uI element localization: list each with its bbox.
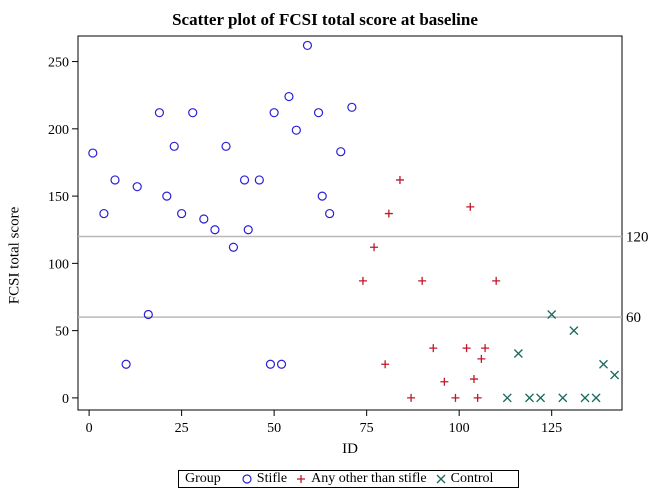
data-point-plus-15 [481, 344, 490, 353]
data-point-plus-7 [429, 344, 438, 353]
data-point-circle-14 [228, 242, 239, 252]
data-point-circle-9 [177, 208, 187, 219]
legend: Group Stifle Any other than stifle Contr… [178, 470, 519, 488]
data-point-x-9 [599, 359, 608, 369]
data-point-plus-10 [462, 344, 471, 353]
data-point-x-4 [547, 310, 557, 319]
data-point-circle-17 [254, 175, 264, 185]
x-tick-label: 100 [449, 421, 470, 436]
data-point-plus-4 [395, 175, 404, 184]
x-tick-label: 25 [175, 421, 189, 436]
y-tick-label: 200 [48, 123, 69, 138]
data-point-x-0 [502, 393, 512, 403]
data-point-x-6 [569, 326, 579, 336]
data-point-plus-0 [358, 276, 367, 285]
data-point-circle-24 [313, 108, 324, 118]
data-point-circle-8 [169, 141, 179, 151]
data-point-x-10 [610, 370, 620, 380]
data-point-circle-3 [121, 359, 131, 369]
data-point-plus-12 [469, 375, 478, 384]
x-tick-label: 0 [86, 421, 93, 436]
legend-label-stifle: Stifle [256, 471, 288, 486]
data-point-plus-5 [407, 393, 416, 402]
legend-entry-control: Control [435, 471, 494, 487]
data-point-circle-21 [284, 91, 294, 102]
data-point-circle-18 [265, 359, 276, 369]
data-point-circle-7 [162, 191, 172, 201]
data-point-circle-23 [302, 40, 313, 51]
data-point-circle-5 [143, 309, 153, 320]
plus-marker-icon [297, 475, 306, 483]
plot-frame [77, 35, 623, 411]
chart-title: Scatter plot of FCSI total score at base… [172, 10, 478, 29]
data-point-circle-4 [132, 182, 142, 192]
data-point-circle-27 [336, 147, 346, 157]
reference-line-label-60: 60 [626, 310, 641, 326]
legend-entry-stifle: Stifle [241, 471, 287, 487]
data-point-x-1 [513, 349, 523, 358]
x-marker-icon [436, 474, 446, 484]
data-point-circle-16 [243, 225, 253, 235]
data-point-plus-14 [477, 354, 486, 363]
data-point-circle-28 [347, 102, 357, 112]
x-tick-label: 125 [541, 421, 562, 436]
y-tick-label: 250 [48, 56, 69, 71]
data-point-circle-15 [239, 175, 250, 185]
data-point-circle-26 [325, 208, 335, 219]
data-point-circle-1 [99, 208, 109, 219]
data-point-circle-11 [199, 214, 209, 224]
data-point-circle-10 [188, 108, 198, 118]
data-point-plus-16 [492, 276, 501, 285]
legend-title: Group [185, 471, 221, 486]
data-point-x-2 [525, 393, 534, 403]
data-point-plus-8 [440, 377, 449, 386]
data-point-plus-11 [466, 202, 475, 211]
data-point-plus-6 [418, 276, 427, 285]
data-point-circle-12 [210, 225, 220, 235]
data-point-circle-22 [291, 125, 301, 135]
data-point-x-8 [591, 393, 601, 403]
circle-marker-icon [242, 474, 252, 484]
x-tick-label: 50 [267, 421, 281, 436]
y-tick-label: 50 [55, 325, 69, 340]
data-point-circle-6 [154, 108, 165, 118]
x-axis-label: ID [342, 441, 358, 457]
data-point-circle-19 [269, 108, 279, 118]
data-point-x-7 [580, 393, 590, 403]
data-point-circle-13 [221, 141, 231, 151]
legend-label-control: Control [450, 471, 494, 486]
legend-entry-any-other-than-stifle: Any other than stifle [295, 471, 427, 487]
data-point-plus-13 [473, 393, 482, 402]
data-point-plus-1 [370, 243, 379, 252]
reference-line-label-120: 120 [626, 229, 649, 245]
data-point-plus-9 [451, 393, 460, 402]
y-tick-label: 100 [48, 257, 69, 272]
data-point-x-3 [536, 393, 546, 403]
data-point-circle-0 [88, 148, 98, 158]
data-point-x-5 [558, 393, 568, 403]
y-tick-label: 0 [62, 392, 69, 407]
data-point-circle-25 [317, 191, 327, 201]
data-point-plus-2 [381, 360, 390, 369]
y-axis-label: FCSI total score [6, 206, 23, 305]
data-point-plus-3 [384, 209, 393, 218]
x-tick-label: 75 [360, 421, 374, 436]
y-tick-label: 150 [48, 190, 69, 205]
data-point-circle-2 [110, 175, 120, 185]
legend-label-any-other-than-stifle: Any other than stifle [311, 471, 427, 486]
data-point-circle-20 [276, 359, 287, 369]
